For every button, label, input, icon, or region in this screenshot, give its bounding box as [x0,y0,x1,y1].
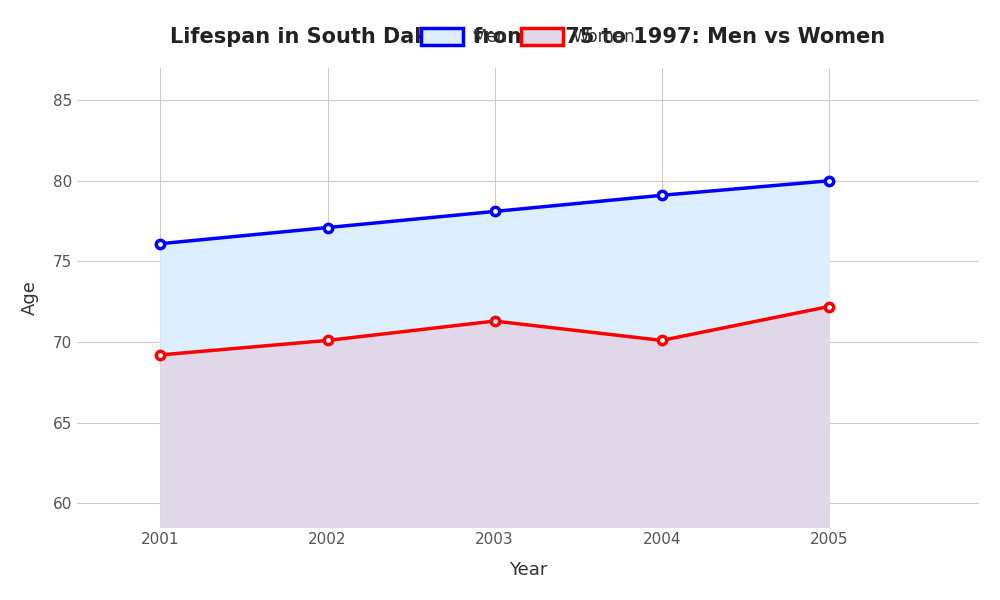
Title: Lifespan in South Dakota from 1975 to 1997: Men vs Women: Lifespan in South Dakota from 1975 to 19… [170,27,886,47]
Legend: Men, Women: Men, Women [414,21,642,53]
Y-axis label: Age: Age [21,280,39,315]
X-axis label: Year: Year [509,561,547,579]
